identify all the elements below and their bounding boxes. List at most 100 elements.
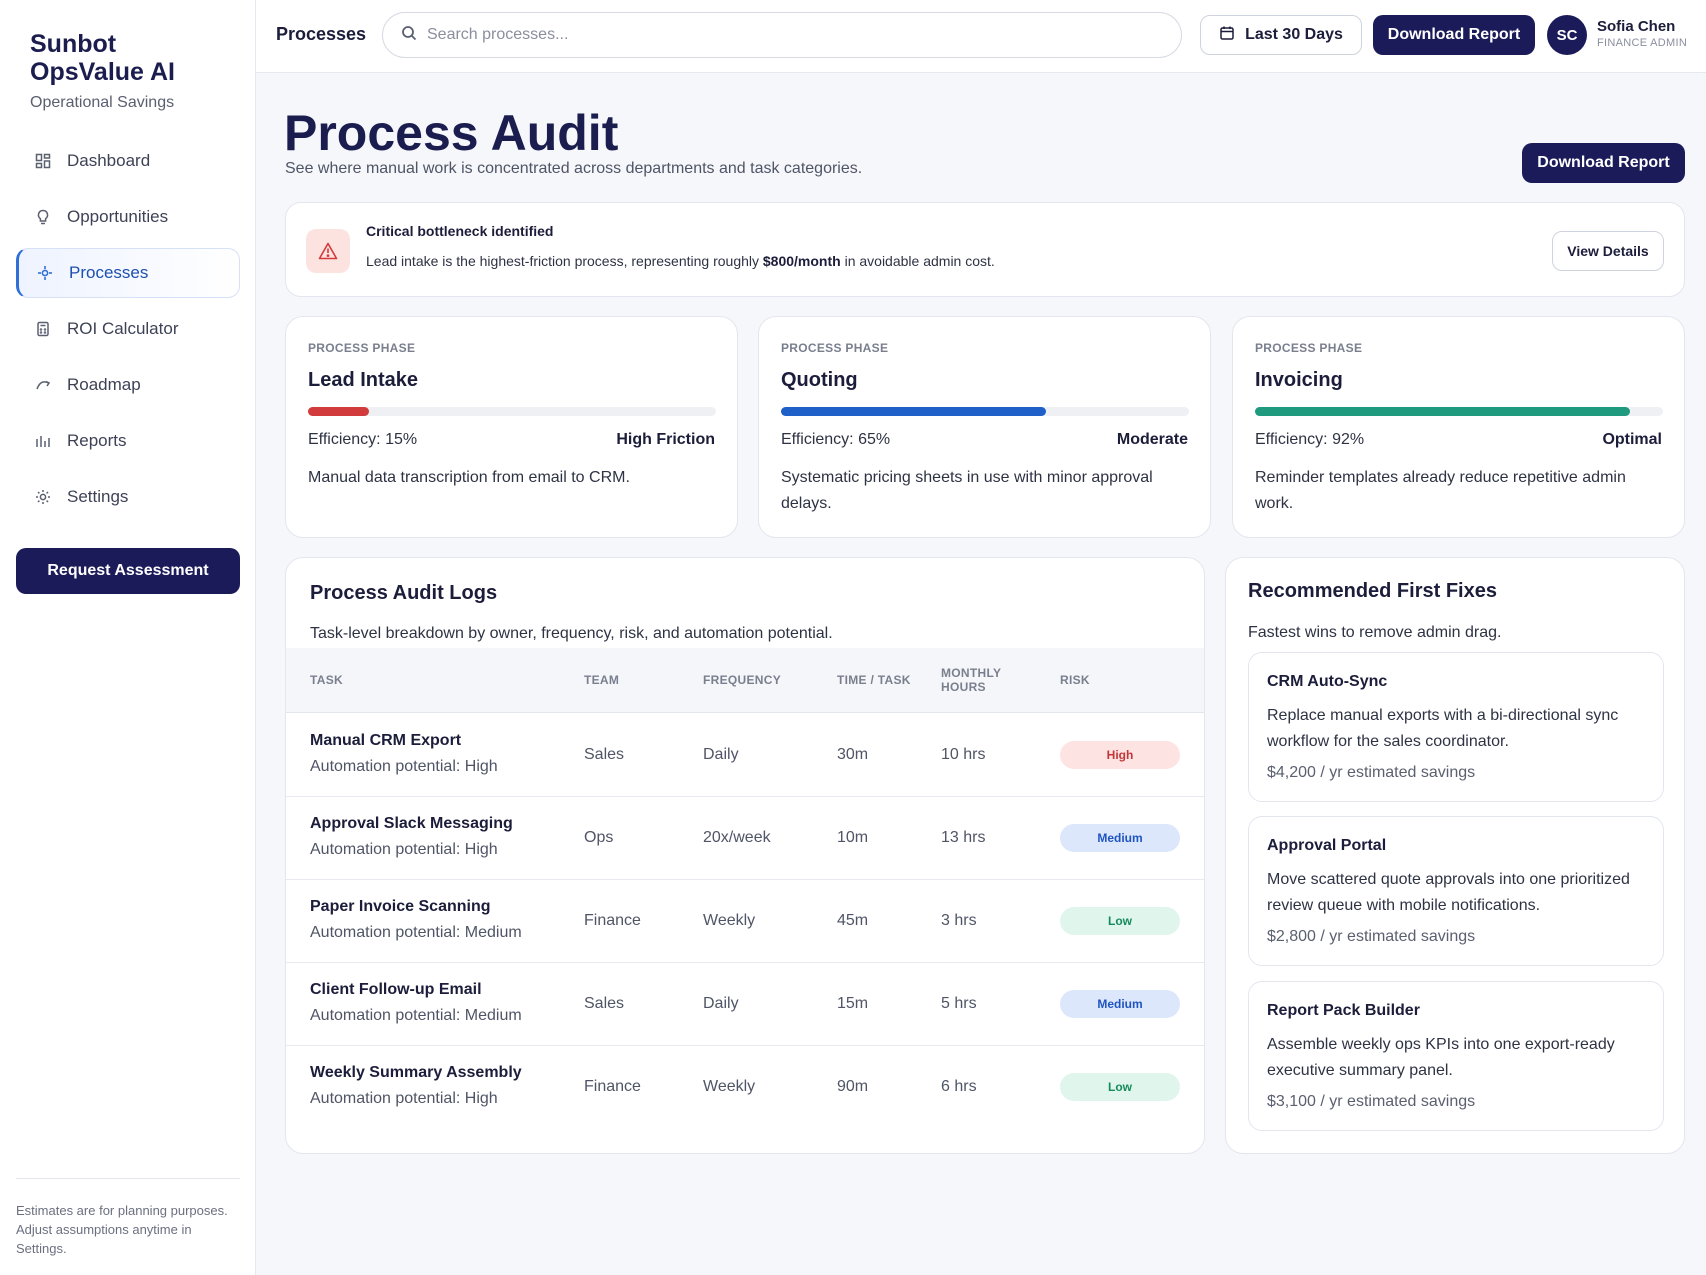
- sidebar-item-settings[interactable]: Settings: [16, 472, 240, 522]
- task-name: Approval Slack Messaging: [310, 815, 513, 832]
- col-team: TEAM: [584, 673, 620, 687]
- fix-description: Move scattered quote approvals into one …: [1267, 871, 1630, 914]
- task-potential: Automation potential: Medium: [310, 924, 522, 941]
- request-assessment-button[interactable]: Request Assessment: [16, 548, 240, 594]
- task-time: 45m: [837, 912, 869, 929]
- phase-status: Moderate: [1116, 431, 1188, 448]
- alert-text: Lead intake is the highest-friction proc…: [366, 253, 995, 269]
- fix-card-report-pack-builder[interactable]: Report Pack Builder Assemble weekly ops …: [1248, 981, 1664, 1131]
- task-frequency: Weekly: [703, 912, 756, 929]
- efficiency-label: Efficiency: 15%: [308, 431, 418, 448]
- phase-status: Optimal: [1602, 431, 1662, 448]
- search-bar[interactable]: [382, 12, 1182, 58]
- sidebar-item-dashboard[interactable]: Dashboard: [16, 136, 240, 186]
- table-row[interactable]: Client Follow-up Email Automation potent…: [286, 963, 1204, 1046]
- risk-badge: Low: [1060, 1073, 1180, 1101]
- brand: Sunbot OpsValue AI Operational Savings: [30, 30, 220, 112]
- calculator-icon: [33, 319, 53, 339]
- sidebar-item-label: Opportunities: [67, 207, 169, 226]
- sidebar-item-processes[interactable]: Processes: [16, 248, 240, 298]
- task-frequency: 20x/week: [703, 829, 771, 846]
- avatar[interactable]: SC: [1547, 15, 1587, 55]
- task-name: Paper Invoice Scanning: [310, 898, 491, 915]
- fix-description: Replace manual exports with a bi-directi…: [1267, 707, 1619, 750]
- efficiency-fill: [308, 407, 370, 416]
- topbar: Processes Last 30 Days Download Report S…: [256, 0, 1706, 73]
- download-report-button[interactable]: Download Report: [1522, 143, 1685, 183]
- phase-card-quoting: PROCESS PHASE Quoting Efficiency: 65% Mo…: [758, 316, 1211, 538]
- efficiency-bar: [1255, 407, 1663, 416]
- task-team: Finance: [584, 1078, 641, 1095]
- settings-icon: [33, 487, 53, 507]
- task-potential: Automation potential: High: [310, 758, 498, 775]
- col-frequency: FREQUENCY: [703, 673, 782, 687]
- logs-title: Process Audit Logs: [310, 582, 498, 604]
- task-hours: 10 hrs: [941, 746, 986, 763]
- table-row[interactable]: Approval Slack Messaging Automation pote…: [286, 797, 1204, 880]
- alert-title: Critical bottleneck identified: [366, 223, 554, 239]
- alert-amount: $800/month: [762, 253, 841, 269]
- fix-title: CRM Auto-Sync: [1267, 673, 1388, 690]
- date-range-label: Last 30 Days: [1245, 26, 1343, 43]
- sidebar-item-reports[interactable]: Reports: [16, 416, 240, 466]
- task-name: Weekly Summary Assembly: [310, 1064, 522, 1081]
- phase-name: Invoicing: [1255, 369, 1343, 391]
- phase-card-lead-intake: PROCESS PHASE Lead Intake Efficiency: 15…: [285, 316, 738, 538]
- user-info[interactable]: Sofia Chen FINANCE ADMIN: [1597, 18, 1687, 49]
- table-row[interactable]: Manual CRM Export Automation potential: …: [286, 714, 1204, 797]
- fix-card-approval-portal[interactable]: Approval Portal Move scattered quote app…: [1248, 816, 1664, 966]
- task-potential: Automation potential: High: [310, 1090, 498, 1107]
- reports-icon: [33, 431, 53, 451]
- fix-card-crm-auto-sync[interactable]: CRM Auto-Sync Replace manual exports wit…: [1248, 652, 1664, 802]
- task-hours: 3 hrs: [941, 912, 977, 929]
- fixes-subtitle: Fastest wins to remove admin drag.: [1248, 624, 1502, 641]
- efficiency-label: Efficiency: 65%: [781, 431, 891, 448]
- fix-title: Report Pack Builder: [1267, 1002, 1420, 1019]
- table-row[interactable]: Paper Invoice Scanning Automation potent…: [286, 880, 1204, 963]
- sidebar-nav: Dashboard Opportunities Processes ROI Ca…: [16, 136, 240, 528]
- sidebar-item-roadmap[interactable]: Roadmap: [16, 360, 240, 410]
- task-time: 30m: [837, 746, 869, 763]
- sidebar-item-label: Roadmap: [67, 375, 141, 394]
- sidebar-item-roi-calculator[interactable]: ROI Calculator: [16, 304, 240, 354]
- task-team: Finance: [584, 912, 641, 929]
- col-risk: RISK: [1060, 673, 1090, 687]
- dashboard-icon: [33, 151, 53, 171]
- efficiency-fill: [1255, 407, 1631, 416]
- view-details-button[interactable]: View Details: [1552, 231, 1664, 271]
- task-time: 10m: [837, 829, 869, 846]
- brand-tagline: Operational Savings: [30, 94, 175, 111]
- logs-subtitle: Task-level breakdown by owner, frequency…: [310, 625, 833, 642]
- fixes-title: Recommended First Fixes: [1248, 580, 1497, 602]
- page-title: Process Audit: [284, 105, 619, 161]
- sidebar-item-label: Dashboard: [67, 151, 151, 170]
- table-row[interactable]: Weekly Summary Assembly Automation poten…: [286, 1046, 1204, 1129]
- phase-description: Systematic pricing sheets in use with mi…: [781, 469, 1153, 512]
- date-range-button[interactable]: Last 30 Days: [1200, 15, 1362, 55]
- phase-kicker: PROCESS PHASE: [308, 341, 416, 355]
- fix-savings: $4,200 / yr estimated savings: [1267, 764, 1476, 781]
- phase-description: Manual data transcription from email to …: [308, 469, 630, 486]
- search-input[interactable]: [427, 26, 1127, 44]
- sidebar: Sunbot OpsValue AI Operational Savings D…: [0, 0, 256, 1275]
- sidebar-item-label: Settings: [67, 487, 129, 506]
- task-potential: Automation potential: Medium: [310, 1007, 522, 1024]
- efficiency-bar: [308, 407, 716, 416]
- task-name: Client Follow-up Email: [310, 981, 482, 998]
- col-monthly-line1: MONTHLY: [941, 666, 1002, 680]
- roadmap-icon: [33, 375, 53, 395]
- alert-text-after: in avoidable admin cost.: [840, 253, 995, 269]
- sidebar-item-opportunities[interactable]: Opportunities: [16, 192, 240, 242]
- search-icon: [401, 25, 417, 46]
- risk-badge: Low: [1060, 907, 1180, 935]
- col-monthly-line2: HOURS: [941, 680, 986, 694]
- alert-text-before: Lead intake is the highest-friction proc…: [366, 253, 763, 269]
- phase-description: Reminder templates already reduce repeti…: [1255, 469, 1626, 512]
- calendar-icon: [1219, 25, 1235, 46]
- download-report-button-top[interactable]: Download Report: [1373, 15, 1535, 55]
- risk-badge: High: [1060, 741, 1180, 769]
- audit-logs-panel: Process Audit Logs Task-level breakdown …: [285, 557, 1205, 1154]
- risk-badge: Medium: [1060, 990, 1180, 1018]
- col-monthly-hours: MONTHLY HOURS: [941, 666, 1001, 694]
- sidebar-footer-note: Estimates are for planning purposes. Adj…: [16, 1178, 240, 1258]
